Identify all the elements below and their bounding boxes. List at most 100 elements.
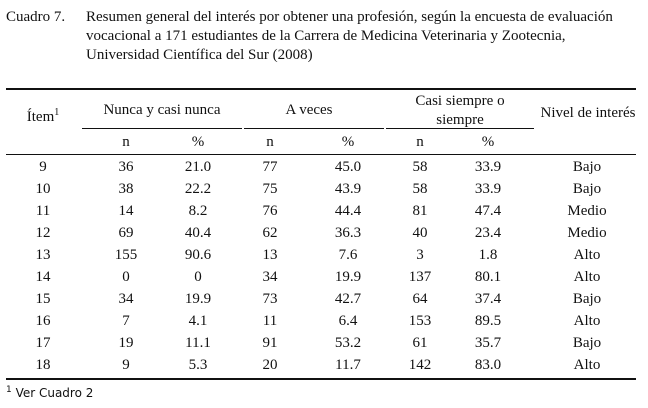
cell-n1: 14 [118,203,134,219]
cell-item: 18 [35,357,51,373]
table-row: 16 7 4.1 11 6.4 153 89.5 Alto [6,310,636,332]
cell-p3: 23.4 [474,225,502,241]
cell-n2: 11 [262,313,278,329]
cell-p1: 90.6 [184,247,212,263]
cell-p1: 8.2 [188,203,208,219]
cell-level: Alto [573,313,601,329]
table-row: 18 9 5.3 20 11.7 142 83.0 Alto [6,354,636,376]
cell-p2: 19.9 [334,269,362,285]
cell-n1: 0 [122,269,130,285]
cell-n2: 13 [262,247,278,263]
table-row: 13 155 90.6 13 7.6 3 1.8 Alto [6,244,636,266]
cell-p3: 80.1 [474,269,502,285]
cell-item: 11 [35,203,51,219]
cell-item: 13 [35,247,51,263]
cell-level: Bajo [572,291,602,307]
table-row: 15 34 19.9 73 42.7 64 37.4 Bajo [6,288,636,310]
cell-p3: 33.9 [474,159,502,175]
subheader-pct3: % [481,134,495,150]
cell-p1: 5.3 [188,357,208,373]
footnote-text: Ver Cuadro 2 [15,386,94,400]
table-bottom-rule [6,378,636,380]
subrule-group3 [386,128,534,129]
cell-p1: 19.9 [184,291,212,307]
cell-p3: 47.4 [474,203,502,219]
cell-p3: 37.4 [474,291,502,307]
cell-p3: 33.9 [474,181,502,197]
cell-p2: 53.2 [334,335,362,351]
table-top-rule [6,88,636,90]
cell-n2: 73 [262,291,278,307]
cell-level: Bajo [572,159,602,175]
table-row: 17 19 11.1 91 53.2 61 35.7 Bajo [6,332,636,354]
subheader-n1: n [122,134,130,150]
cell-level: Medio [567,203,607,219]
cell-n1: 69 [118,225,134,241]
cell-n3: 142 [408,357,432,373]
caption-label: Cuadro 7. [6,9,66,25]
cell-n2: 77 [262,159,278,175]
cell-n3: 40 [412,225,428,241]
cell-item: 15 [35,291,51,307]
cell-level: Alto [573,269,601,285]
table-row: 12 69 40.4 62 36.3 40 23.4 Medio [6,222,636,244]
table-row: 10 38 22.2 75 43.9 58 33.9 Bajo [6,178,636,200]
header-item-label: Ítem [26,109,55,125]
cell-p2: 42.7 [334,291,362,307]
cell-p2: 36.3 [334,225,362,241]
header-group-nunca: Nunca y casi nunca [103,102,221,118]
subheader-pct2: % [341,134,355,150]
footnote-marker: 1 [6,385,12,395]
header-group-a-veces: A veces [285,102,333,118]
table-row: 11 14 8.2 76 44.4 81 47.4 Medio [6,200,636,222]
cell-n3: 3 [416,247,424,263]
cell-n1: 7 [122,313,130,329]
cell-item: 9 [39,159,47,175]
cell-p2: 7.6 [338,247,358,263]
cell-n3: 58 [412,159,428,175]
cell-n2: 75 [262,181,278,197]
cell-n3: 153 [408,313,432,329]
subheader-n3: n [416,134,424,150]
table-caption: Cuadro 7. Resumen general del interés po… [6,8,640,65]
header-bottom-rule [6,154,636,155]
cell-n3: 137 [408,269,432,285]
cell-level: Alto [573,357,601,373]
cell-n1: 155 [114,247,138,263]
cell-level: Alto [573,247,601,263]
header-item-sup: 1 [54,107,60,118]
cell-n3: 64 [412,291,428,307]
subheader-n2: n [266,134,274,150]
cell-n3: 61 [412,335,428,351]
caption-text: Resumen general del interés por obtener … [86,9,613,63]
cell-n1: 34 [118,291,134,307]
cell-n2: 91 [262,335,278,351]
footnote: 1 Ver Cuadro 2 [6,385,94,401]
cell-n2: 76 [262,203,278,219]
cell-item: 16 [35,313,51,329]
cell-item: 10 [35,181,51,197]
cell-n2: 20 [262,357,278,373]
cell-p1: 40.4 [184,225,212,241]
cell-n3: 58 [412,181,428,197]
cell-p1: 0 [194,269,202,285]
cell-n1: 9 [122,357,130,373]
cell-n3: 81 [412,203,428,219]
cell-item: 14 [35,269,51,285]
subheader-pct1: % [191,134,205,150]
cell-p2: 43.9 [334,181,362,197]
cell-p2: 45.0 [334,159,362,175]
cell-n1: 36 [118,159,134,175]
cell-p1: 4.1 [188,313,208,329]
cell-n2: 34 [262,269,278,285]
cell-n2: 62 [262,225,278,241]
cell-p2: 44.4 [334,203,362,219]
cell-p3: 35.7 [474,335,502,351]
cell-level: Medio [567,225,607,241]
cell-n1: 38 [118,181,134,197]
subrule-group2 [244,128,384,129]
header-level: Nivel de interés [540,105,636,121]
cell-item: 12 [35,225,51,241]
cell-p1: 22.2 [184,181,212,197]
header-item: Ítem1 [6,108,80,127]
